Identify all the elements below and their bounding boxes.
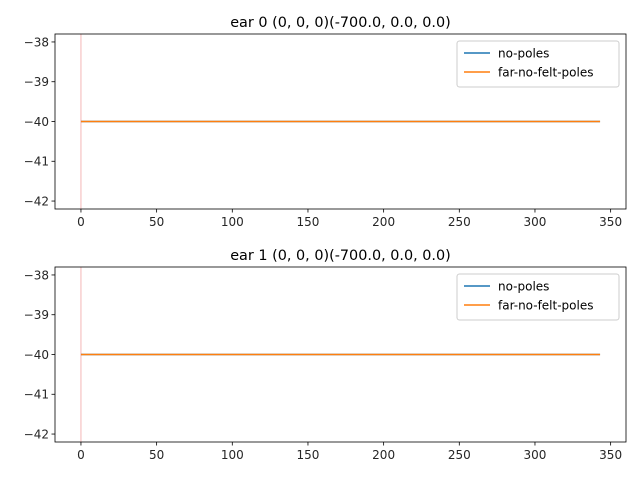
chart-title: ear 1 (0, 0, 0)(-700.0, 0.0, 0.0) [230, 248, 451, 264]
y-tick-label: −42 [24, 427, 49, 441]
legend-label: far-no-felt-poles [498, 65, 593, 79]
legend-label: no-poles [498, 279, 549, 293]
x-tick-label: 200 [372, 215, 395, 229]
legend-label: far-no-felt-poles [498, 298, 593, 312]
legend-box [456, 273, 620, 321]
x-tick-label: 200 [372, 448, 395, 462]
y-tick-label: −41 [24, 155, 49, 169]
subplot-0: ear 0 (0, 0, 0)(-700.0, 0.0, 0.0) 0 50 100 1… [24, 15, 627, 229]
subplot-1: ear 1 (0, 0, 0)(-700.0, 0.0, 0.0) 0 50 100 1… [24, 248, 627, 462]
y-tick-label: −39 [24, 308, 49, 322]
x-tick-label: 100 [221, 448, 244, 462]
x-tick-label: 0 [77, 215, 85, 229]
y-tick-label: −38 [24, 35, 49, 49]
x-tick-label: 250 [448, 448, 471, 462]
x-tick-label: 50 [149, 215, 164, 229]
x-tick-label: 300 [524, 215, 547, 229]
x-tick-label: 150 [297, 215, 320, 229]
legend-box [456, 40, 620, 88]
legend: no-poles far-no-felt-poles [456, 40, 620, 88]
x-tick-label: 150 [297, 448, 320, 462]
y-tick-label: −40 [24, 115, 49, 129]
x-tick-label: 350 [599, 215, 622, 229]
y-tick-label: −42 [24, 194, 49, 208]
x-tick-label: 100 [221, 215, 244, 229]
legend: no-poles far-no-felt-poles [456, 273, 620, 321]
chart-title: ear 0 (0, 0, 0)(-700.0, 0.0, 0.0) [230, 15, 451, 31]
x-tick-label: 300 [524, 448, 547, 462]
y-tick-label: −40 [24, 348, 49, 362]
x-tick-label: 250 [448, 215, 471, 229]
y-tick-label: −38 [24, 268, 49, 282]
y-tick-label: −39 [24, 75, 49, 89]
legend-label: no-poles [498, 46, 549, 60]
y-tick-label: −41 [24, 388, 49, 402]
x-tick-label: 350 [599, 448, 622, 462]
x-tick-label: 50 [149, 448, 164, 462]
x-tick-label: 0 [77, 448, 85, 462]
